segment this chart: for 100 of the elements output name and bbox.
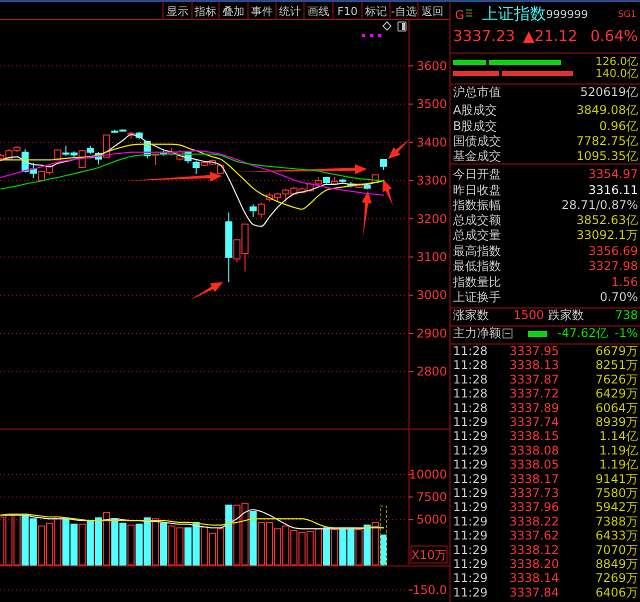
text: 3327.98 [588,259,638,273]
text: 返回 [422,5,444,18]
text: 0.96亿 [599,119,638,133]
text: -47.62亿 [557,326,608,340]
text: 3338.14 [509,571,559,586]
text: 126.0亿 [596,55,638,68]
text: 7388万 [595,514,638,528]
text: 显示 [166,5,188,18]
text: 3338.08 [509,443,559,458]
text: 3337.87 [509,372,559,386]
text: G [455,8,464,22]
text: 0.64% [590,27,638,45]
text: 6064万 [595,400,638,415]
y-tick-label: 2900 [416,326,447,340]
text: 最低指数 [453,259,501,273]
text: 5942万 [595,500,638,514]
y-tick-label: 3400 [416,135,447,150]
text: 11:29 [453,415,488,429]
text: 3337.62 [509,528,559,543]
text: 3337.84 [509,585,559,600]
text: 11:29 [453,486,488,500]
text: 3338.17 [509,472,559,486]
y-tick-label: 3600 [416,58,447,73]
text: 999999 [546,8,588,21]
y-axis-title: X10万 [411,548,447,562]
text: SG1 [618,10,636,20]
text: 1.19亿 [599,443,638,458]
text: 3337.72 [509,386,559,401]
text: 11:29 [453,585,488,600]
text: 3316.11 [588,183,638,197]
text: 指数振幅 [452,198,501,212]
text: B股成交 [453,119,498,133]
text: 7626万 [595,372,638,386]
text: 11:28 [453,386,488,401]
y-tick-label: 7500 [416,490,447,504]
text: 上证换手 [453,290,501,304]
text: 上证指数 [482,4,546,23]
text: 叠加 [222,5,244,18]
text: 3338.20 [509,557,559,571]
text: 主力净额 [453,326,501,340]
text: 基金成交 [453,149,501,163]
text: 11:29 [453,528,488,543]
text: 总成交额 [452,213,501,227]
text: 总成交量 [452,228,501,242]
text: 昨日收盘 [453,183,501,197]
text: 3852.63亿 [576,213,638,227]
y-tick-label: 3200 [416,212,447,226]
text: 11:29 [453,472,488,486]
text: 6679万 [595,344,638,358]
text: 11:29 [453,542,488,557]
text: 11:28 [453,400,488,415]
text: 150.0 [412,583,447,597]
text: 6429万 [595,386,638,401]
text: 8939万 [595,415,638,429]
text: 8251万 [595,358,638,372]
text: 11:29 [453,557,488,571]
text: 指数量比 [452,275,501,289]
text: 指标 [194,5,216,18]
text: -1% [614,326,638,340]
text: A股成交 [453,103,498,117]
text: 11:28 [453,358,488,372]
text: 11:29 [453,458,488,472]
text: 3354.97 [588,167,638,181]
text: 画线 [308,5,330,18]
text: 738 [615,308,638,322]
text: 最高指数 [453,244,501,258]
text: 3337.23 [453,27,516,45]
text: 3338.05 [509,458,559,472]
text: ▲21.12 [523,27,578,45]
text: 520619亿 [580,85,638,99]
text: 8849万 [595,557,638,571]
text: 140.0亿 [596,67,638,80]
text: 3337.95 [509,344,559,358]
y-tick-label: 2800 [416,364,447,379]
text: 33092.1万 [576,228,638,242]
text: 沪总市值 [453,85,501,99]
text: 3338.12 [509,542,559,557]
text: 7580万 [595,486,638,500]
text: 跌家数 [548,308,584,322]
y-tick-label: 3500 [416,97,447,112]
y-tick-label: 10000 [408,467,447,482]
text: 1.14亿 [599,429,638,444]
text: -自选 [391,5,417,18]
text: 事件 [251,5,273,18]
y-tick-label: 5000 [416,512,447,527]
text: 11:28 [453,372,488,386]
text: 3337.74 [509,415,559,429]
text: 11:29 [453,514,488,528]
text: 统计 [279,5,301,18]
text: 0.70% [600,290,638,304]
text: 1.56 [611,275,638,289]
text: 3356.69 [588,244,638,258]
text: 3849.08亿 [576,103,638,117]
y-tick-label: 3100 [416,250,447,264]
text: 国债成交 [453,134,501,148]
text: 3338.13 [509,358,559,372]
text: 涨家数 [453,308,489,322]
text: 3337.73 [509,486,559,500]
text: 7070万 [595,542,638,557]
text: 11:29 [453,443,488,458]
